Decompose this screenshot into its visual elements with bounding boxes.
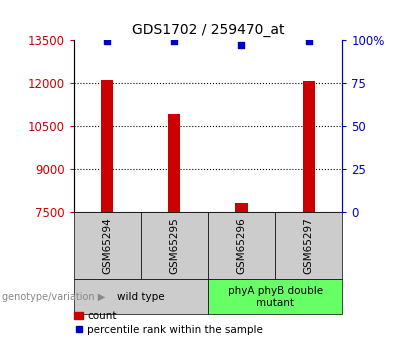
Point bbox=[171, 39, 178, 44]
Point bbox=[305, 39, 312, 44]
Text: wild type: wild type bbox=[117, 292, 165, 302]
Text: GSM65294: GSM65294 bbox=[102, 217, 112, 274]
Title: GDS1702 / 259470_at: GDS1702 / 259470_at bbox=[131, 23, 284, 37]
Point bbox=[104, 39, 110, 44]
Text: GSM65296: GSM65296 bbox=[236, 217, 247, 274]
Bar bbox=[303, 80, 315, 212]
Legend: count, percentile rank within the sample: count, percentile rank within the sample bbox=[70, 307, 267, 339]
Text: phyA phyB double
mutant: phyA phyB double mutant bbox=[228, 286, 323, 307]
Text: GSM65297: GSM65297 bbox=[304, 217, 314, 274]
Bar bbox=[168, 115, 180, 212]
Text: GSM65295: GSM65295 bbox=[169, 217, 179, 274]
Text: genotype/variation ▶: genotype/variation ▶ bbox=[2, 292, 105, 302]
Bar bbox=[101, 80, 113, 212]
Point bbox=[238, 42, 245, 48]
Bar bbox=[236, 203, 247, 212]
